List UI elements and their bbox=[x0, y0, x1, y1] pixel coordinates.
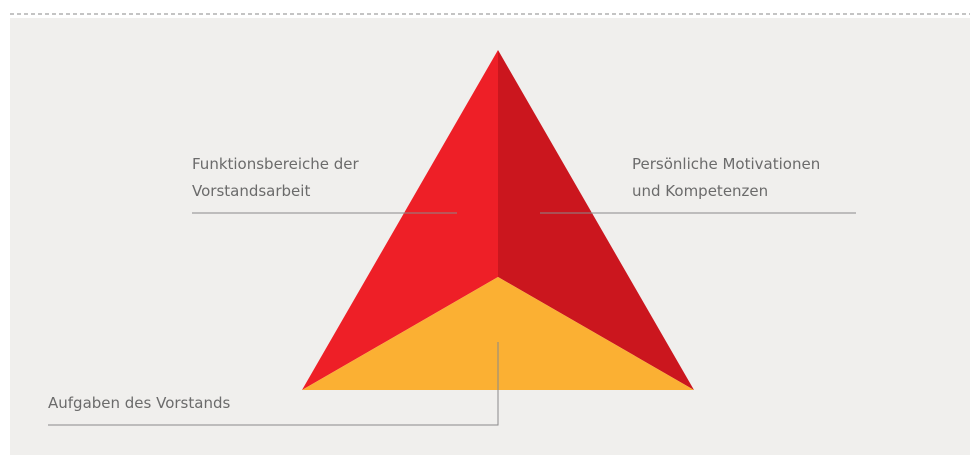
label: Vorstandsarbeit bbox=[192, 182, 310, 200]
right-face bbox=[498, 50, 694, 390]
bottom-face bbox=[302, 277, 694, 390]
label: Funktionsbereiche der bbox=[192, 155, 360, 173]
label: und Kompetenzen bbox=[632, 182, 768, 200]
label: Aufgaben des Vorstands bbox=[48, 394, 230, 412]
label: Persönliche Motivationen bbox=[632, 155, 820, 173]
leader-line bbox=[48, 342, 499, 426]
left-face bbox=[302, 50, 498, 390]
